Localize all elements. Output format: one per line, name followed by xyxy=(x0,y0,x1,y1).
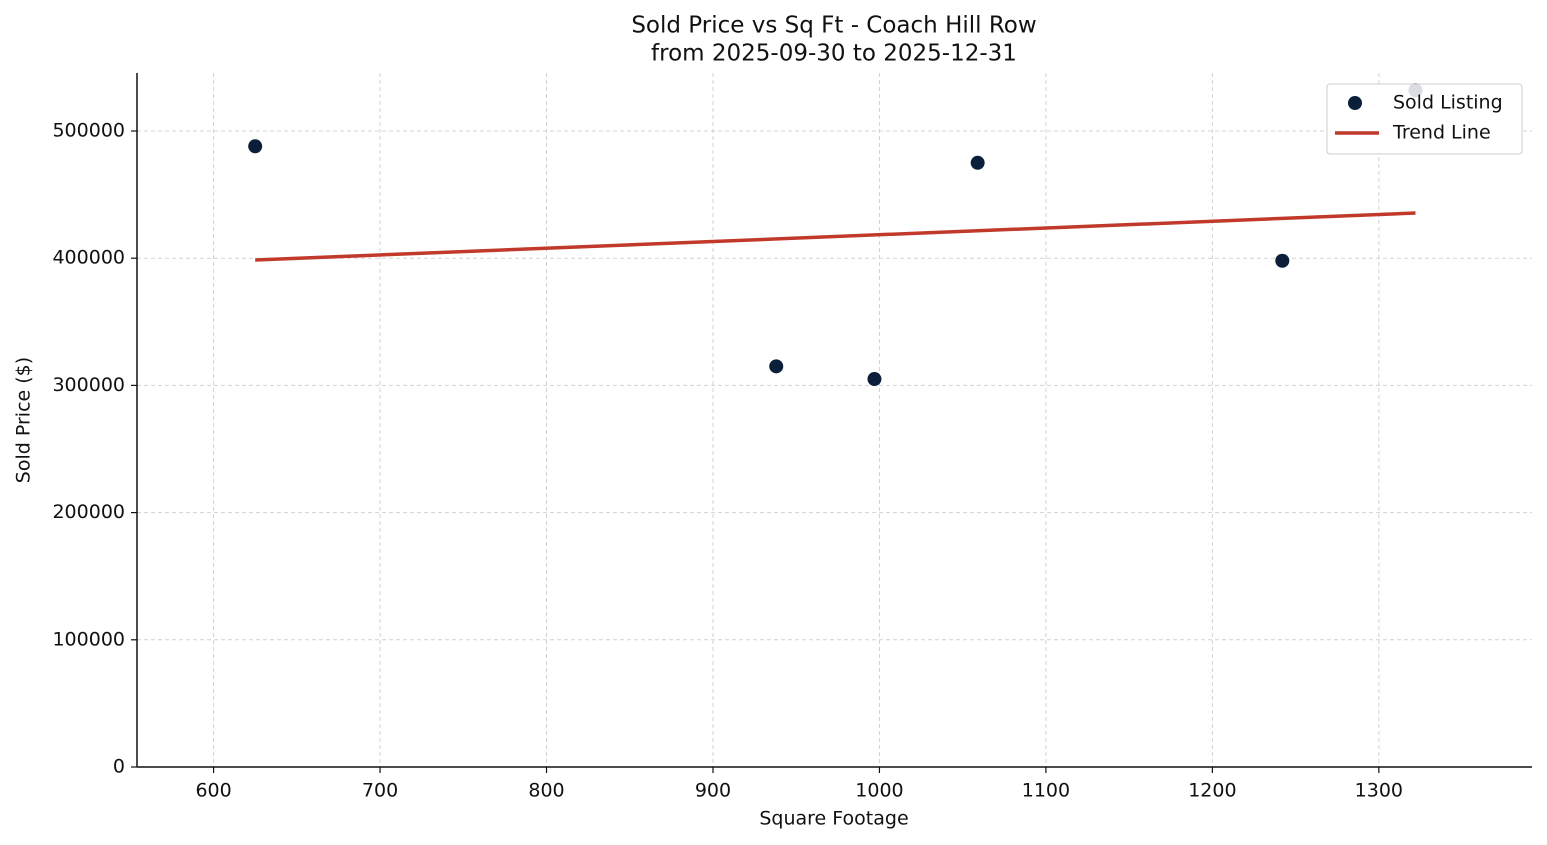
y-tick-label: 0 xyxy=(113,756,125,778)
x-tick-label: 1100 xyxy=(1022,780,1070,802)
x-tick-label: 600 xyxy=(195,780,231,802)
x-tick-label: 1300 xyxy=(1355,780,1403,802)
scatter-point xyxy=(248,139,263,154)
legend-marker xyxy=(1348,96,1362,110)
x-tick-label: 1000 xyxy=(855,780,903,802)
legend-label: Sold Listing xyxy=(1393,92,1503,114)
x-tick-label: 900 xyxy=(695,780,731,802)
scatter-point xyxy=(867,372,882,387)
trend-line xyxy=(255,211,1416,262)
y-tick-label: 200000 xyxy=(52,501,125,523)
x-tick-label: 700 xyxy=(362,780,398,802)
y-tick-label: 300000 xyxy=(52,374,125,396)
x-tick-label: 800 xyxy=(528,780,564,802)
y-tick-label: 500000 xyxy=(52,120,125,142)
scatter-point xyxy=(970,155,985,170)
chart-subtitle: from 2025-09-30 to 2025-12-31 xyxy=(651,41,1017,67)
x-tick-label: 1200 xyxy=(1188,780,1236,802)
legend-box xyxy=(1326,83,1523,155)
legend-label: Trend Line xyxy=(1392,122,1491,144)
y-tick-label: 400000 xyxy=(52,247,125,269)
scatter-point xyxy=(769,359,784,374)
chart-title: Sold Price vs Sq Ft - Coach Hill Row xyxy=(631,13,1036,39)
scatter-point xyxy=(1275,253,1290,268)
x-axis-label: Square Footage xyxy=(759,808,908,830)
y-axis-label: Sold Price ($) xyxy=(13,357,35,483)
y-tick-label: 100000 xyxy=(52,628,125,650)
